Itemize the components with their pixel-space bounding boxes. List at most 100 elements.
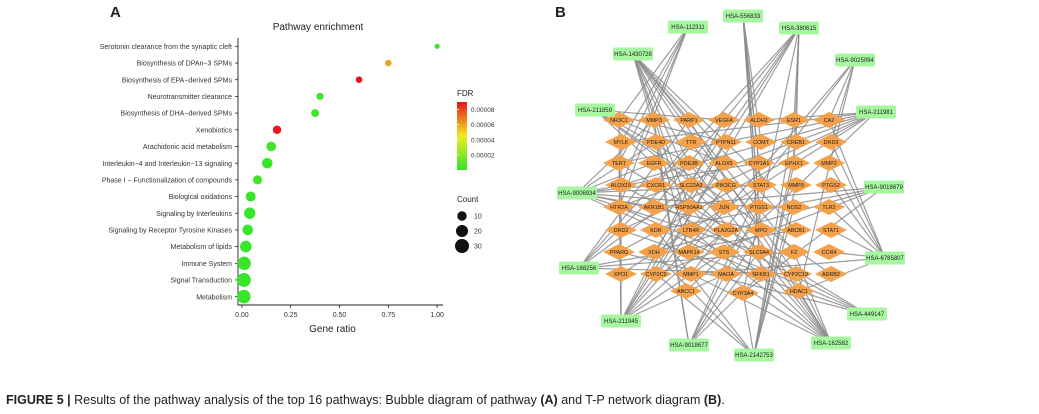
target-node-label: ALOX5 <box>715 161 732 167</box>
target-node <box>743 199 775 215</box>
size-legend-label: 10 <box>474 214 482 221</box>
target-node <box>640 134 672 150</box>
target-node <box>638 112 670 128</box>
tp-network-diagram: NR3C1 MMP3 PARP1 VEGFA ALDH2 ESR1 CA2 MYLK PDE4D… <box>557 9 905 362</box>
target-node <box>675 222 707 238</box>
target-node <box>673 112 705 128</box>
target-node-label: TLR2 <box>822 205 835 211</box>
pathway-node-label: HSA-168256 <box>562 266 597 272</box>
target-node-label: PDE4D <box>647 140 665 146</box>
target-node-label: NR3C1 <box>610 118 628 124</box>
y-tick-label: Signaling by Interleukins <box>156 211 232 218</box>
target-node-label: PLA2G2A <box>714 228 738 234</box>
target-node-label: MAOA <box>718 272 734 278</box>
pathway-node-label: HSA-556833 <box>726 14 761 20</box>
network-edge <box>753 162 795 356</box>
bubble-point <box>261 157 273 169</box>
target-node <box>708 112 740 128</box>
bubble-point <box>272 125 282 134</box>
target-node <box>605 266 637 282</box>
pathway-node-label: HSA-211981 <box>859 110 894 116</box>
target-node-label: SLC22A3 <box>679 183 702 189</box>
target-node <box>708 244 740 260</box>
pathway-node-label: HSA-162582 <box>814 341 849 347</box>
axes-lines <box>237 38 443 306</box>
pathway-node-label: HSA-9006934 <box>558 191 596 197</box>
target-node <box>605 222 637 238</box>
y-tick-label: Biosynthesis of DHA−derived SPMs <box>121 111 233 118</box>
pathway-node <box>734 348 774 362</box>
network-edge <box>688 59 856 253</box>
target-node-label: STAT3 <box>753 183 769 189</box>
target-node <box>815 266 847 282</box>
network-edge <box>632 53 690 208</box>
network-edge <box>632 53 795 253</box>
colorbar <box>457 102 467 170</box>
network-edge <box>620 273 727 322</box>
colorbar-title: FDR <box>457 89 474 98</box>
size-legend-label: 20 <box>474 229 482 236</box>
target-node <box>670 283 702 299</box>
pathway-node <box>847 307 887 321</box>
x-axis-label: Gene ratio <box>309 324 356 335</box>
y-tick-label: Serotonin clearance from the synaptic cl… <box>100 44 232 51</box>
pathway-node <box>668 20 708 34</box>
target-node <box>778 112 810 128</box>
target-node-label: ABCC1 <box>677 289 695 295</box>
network-edge <box>690 141 832 344</box>
target-node-label: CYP2C19 <box>784 272 808 278</box>
target-node-label: MPO <box>755 228 767 234</box>
target-node <box>673 199 705 215</box>
target-node <box>783 283 815 299</box>
pathway-node-label: HSA-9018679 <box>865 185 903 191</box>
target-node <box>813 199 845 215</box>
target-nodes: NR3C1 MMP3 PARP1 VEGFA ALDH2 ESR1 CA2 MYLK PDE4D… <box>603 112 847 301</box>
target-node <box>640 177 672 193</box>
y-tick-label: Metabolism of lipids <box>171 244 233 251</box>
colorbar-tick-label: 0.00008 <box>471 107 495 114</box>
target-node <box>813 112 845 128</box>
target-node <box>638 244 670 260</box>
pathway-node-label: HSA-9025094 <box>836 58 874 64</box>
network-edge <box>578 162 690 269</box>
network-edge <box>576 119 655 194</box>
network-edge <box>828 206 886 259</box>
pathway-node <box>779 21 819 35</box>
target-node-label: CXCR1 <box>647 183 665 189</box>
x-tick-label: 0.75 <box>382 312 396 319</box>
network-edge <box>742 292 755 356</box>
network-edge <box>690 184 832 344</box>
y-tick-label: Interleukin−4 and Interleukin−13 signali… <box>102 161 232 168</box>
y-tick-label: Neurotransmitter clearance <box>148 94 233 101</box>
target-node-label: ABCB1 <box>787 228 805 234</box>
target-node-label: PTGS2 <box>822 183 840 189</box>
bubble-point <box>252 175 263 185</box>
bubble-point <box>245 191 256 202</box>
bubble-point <box>240 240 252 253</box>
bubble-point <box>316 92 324 100</box>
target-node <box>815 134 847 150</box>
network-edge <box>578 119 690 269</box>
target-node <box>708 155 740 171</box>
colorbar-tick-label: 0.00006 <box>471 122 495 129</box>
colorbar-tick-label: 0.00002 <box>471 152 495 159</box>
target-node-label: PTPN11 <box>716 140 736 146</box>
target-node-label: ESR1 <box>787 118 801 124</box>
target-node <box>813 155 845 171</box>
target-node <box>745 266 777 282</box>
bubble-point <box>236 272 251 287</box>
caption-text-3: . <box>721 393 725 407</box>
network-edge <box>793 251 832 344</box>
target-node-label: MMP3 <box>646 118 662 124</box>
target-node-label: HTR2A <box>610 205 628 211</box>
bubble-chart: Pathway enrichment Serotonin clearance f… <box>100 22 495 335</box>
target-node-label: PDE3B <box>680 161 698 167</box>
target-node-label: EPHX1 <box>785 161 803 167</box>
target-node-label: CCR4 <box>822 250 837 256</box>
target-node-label: MMP2 <box>821 161 837 167</box>
pathway-node-label: HSA-9018677 <box>670 343 708 349</box>
target-node-label: JUN <box>719 205 730 211</box>
target-node <box>778 244 810 260</box>
target-node <box>743 244 775 260</box>
